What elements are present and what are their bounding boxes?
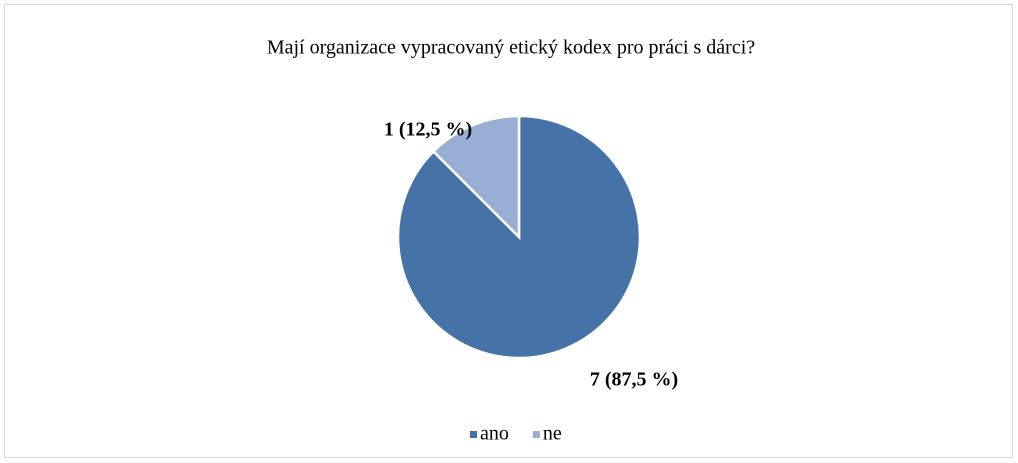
legend-label: ne: [543, 423, 562, 445]
legend-swatch: [532, 431, 540, 438]
chart-title: Mají organizace vypracovaný etický kodex…: [267, 37, 755, 59]
legend-swatch: [470, 431, 477, 438]
pie-slice: [431, 114, 521, 241]
legend-label: ano: [480, 423, 509, 445]
data-label: 1 (12,5 %): [384, 119, 472, 141]
data-label: 7 (87,5 %): [590, 369, 678, 391]
